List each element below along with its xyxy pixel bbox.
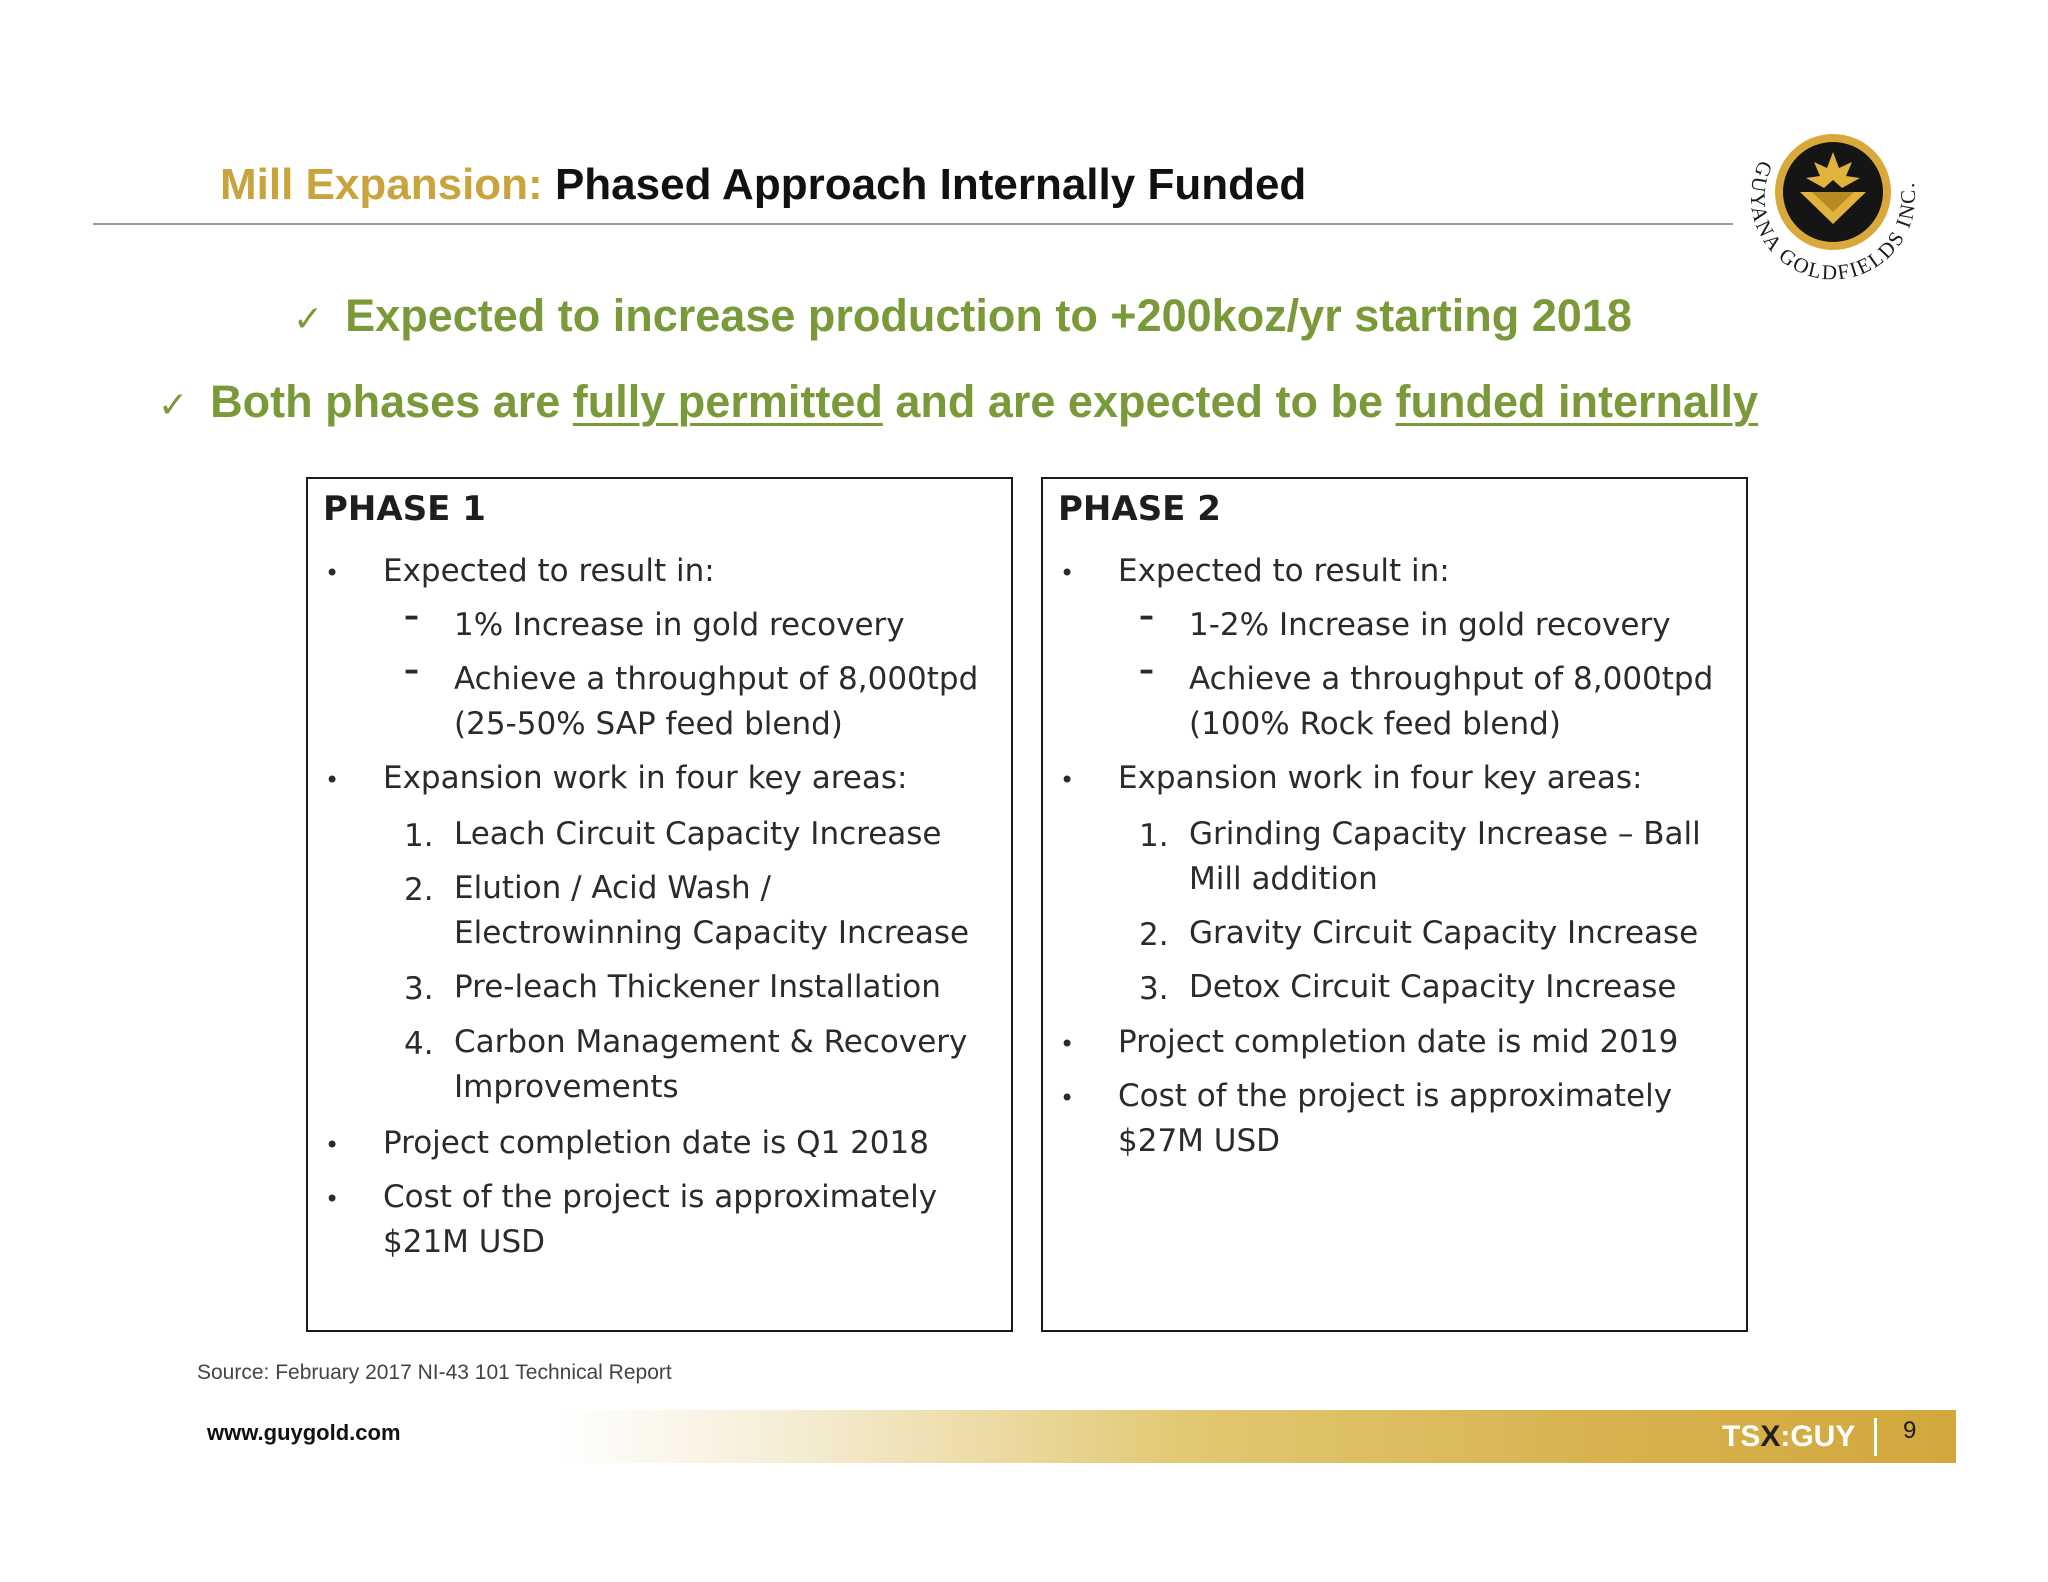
check-text: Expected to increase production to +200k… [345, 290, 1632, 341]
list-number: 1. [1139, 818, 1169, 854]
phase-1-item-elution: Elution / Acid Wash / [454, 870, 771, 906]
phase-1-item-leach: Leach Circuit Capacity Increase [454, 816, 942, 852]
list-number: 2. [1139, 917, 1169, 953]
title-divider [93, 223, 1733, 225]
title-accent: Mill Expansion: [220, 160, 543, 209]
check-item-funding: ✓ Both phases are fully permitted and are… [158, 376, 1758, 428]
check-text-part1: Both phases are [210, 376, 573, 427]
bullet-icon: • [325, 766, 340, 794]
phase-2-item-gravity: Gravity Circuit Capacity Increase [1189, 915, 1699, 951]
list-number: 4. [404, 1026, 434, 1062]
phase-2-sub-throughput: Achieve a throughput of 8,000tpd [1189, 661, 1714, 697]
phase-1-item-thickener: Pre-leach Thickener Installation [454, 969, 941, 1005]
ticker-x: X [1760, 1420, 1781, 1453]
bullet-icon: • [1060, 559, 1075, 587]
phase-1-bullet-completion: Project completion date is Q1 2018 [383, 1125, 929, 1161]
dash-icon: – [1139, 599, 1154, 634]
bullet-icon: • [1060, 766, 1075, 794]
bullet-icon: • [1060, 1084, 1075, 1112]
check-item-production: ✓ Expected to increase production to +200… [293, 290, 1632, 342]
ticker-symbol: TSX:GUY [1722, 1420, 1855, 1454]
phase-1-heading: PHASE 1 [323, 489, 486, 529]
phase-2-bullet-cost-cont: $27M USD [1118, 1123, 1281, 1159]
dash-icon: – [404, 653, 419, 688]
bullet-icon: • [325, 1185, 340, 1213]
check-icon: ✓ [293, 299, 324, 340]
ticker-guy: :GUY [1780, 1420, 1856, 1453]
dash-icon: – [404, 599, 419, 634]
phase-1-sub-throughput-cont: (25-50% SAP feed blend) [454, 706, 843, 742]
list-number: 3. [404, 971, 434, 1007]
phase-2-item-grinding: Grinding Capacity Increase – Ball [1189, 816, 1701, 852]
phase-2-heading: PHASE 2 [1058, 489, 1221, 529]
list-number: 2. [404, 872, 434, 908]
bullet-icon: • [325, 559, 340, 587]
phase-2-item-grinding-cont: Mill addition [1189, 861, 1378, 897]
check-icon: ✓ [158, 385, 189, 426]
phase-2-bullet-completion: Project completion date is mid 2019 [1118, 1024, 1679, 1060]
bullet-icon: • [325, 1131, 340, 1159]
phase-1-item-carbon-cont: Improvements [454, 1069, 679, 1105]
phase-2-box: PHASE 2 • Expected to result in: – 1-2% … [1041, 477, 1748, 1332]
phase-1-bullet-expected: Expected to result in: [383, 553, 715, 589]
phase-2-sub-recovery: 1-2% Increase in gold recovery [1189, 607, 1671, 643]
footer-gold-band [560, 1410, 1956, 1463]
title-main: Phased Approach Internally Funded [554, 160, 1307, 209]
phase-2-sub-throughput-cont: (100% Rock feed blend) [1189, 706, 1561, 742]
phase-1-box: PHASE 1 • Expected to result in: – 1% In… [306, 477, 1013, 1332]
phase-1-bullet-expansion: Expansion work in four key areas: [383, 760, 908, 796]
phase-1-bullet-cost: Cost of the project is approximately [383, 1179, 938, 1215]
page-number: 9 [1903, 1417, 1917, 1444]
source-note: Source: February 2017 NI-43 101 Technica… [197, 1361, 672, 1384]
phase-1-sub-throughput: Achieve a throughput of 8,000tpd [454, 661, 979, 697]
website-link[interactable]: www.guygold.com [207, 1420, 401, 1445]
dash-icon: – [1139, 653, 1154, 688]
footer-separator [1874, 1418, 1877, 1456]
underlined-funded-internally: funded internally [1395, 376, 1759, 427]
slide-title: Mill Expansion: Phased Approach Internal… [220, 160, 1306, 210]
list-number: 1. [404, 818, 434, 854]
phase-2-item-detox: Detox Circuit Capacity Increase [1189, 969, 1677, 1005]
list-number: 3. [1139, 971, 1169, 1007]
phase-1-bullet-cost-cont: $21M USD [383, 1224, 546, 1260]
check-text-part2: and are expected to be [882, 376, 1396, 427]
company-logo: GUYANA GOLDFIELDS INC. [1746, 134, 1918, 285]
phase-1-item-elution-cont: Electrowinning Capacity Increase [454, 915, 970, 951]
phase-2-bullet-cost: Cost of the project is approximately [1118, 1078, 1673, 1114]
ticker-ts: TS [1722, 1420, 1761, 1453]
underlined-fully-permitted: fully permitted [572, 376, 883, 427]
phase-2-bullet-expansion: Expansion work in four key areas: [1118, 760, 1643, 796]
phase-2-bullet-expected: Expected to result in: [1118, 553, 1450, 589]
phase-1-item-carbon: Carbon Management & Recovery [454, 1024, 968, 1060]
phase-1-sub-recovery: 1% Increase in gold recovery [454, 607, 905, 643]
bullet-icon: • [1060, 1030, 1075, 1058]
